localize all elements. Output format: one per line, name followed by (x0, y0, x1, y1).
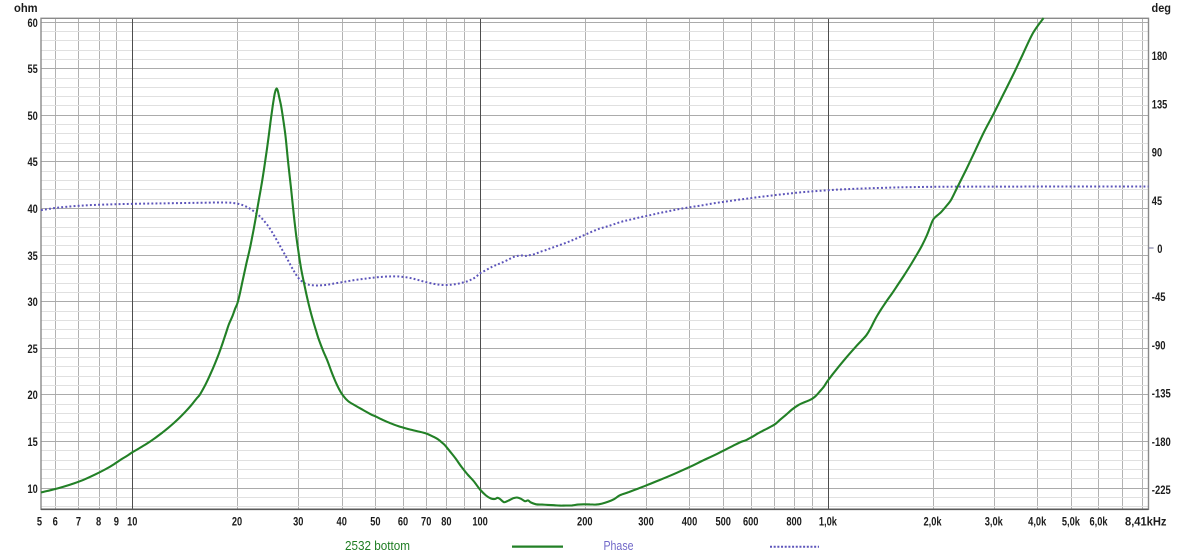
svg-text:deg: deg (1152, 1, 1172, 15)
svg-text:300: 300 (638, 515, 654, 529)
svg-text:-90: -90 (1152, 338, 1166, 352)
svg-text:-135: -135 (1152, 387, 1171, 401)
svg-text:2,0k: 2,0k (923, 515, 941, 529)
svg-text:30: 30 (293, 515, 304, 529)
svg-text:80: 80 (441, 515, 452, 529)
svg-text:70: 70 (421, 515, 432, 529)
svg-text:45: 45 (28, 155, 39, 169)
svg-text:600: 600 (743, 515, 759, 529)
svg-text:10: 10 (127, 515, 138, 529)
svg-text:3,0k: 3,0k (985, 515, 1003, 529)
svg-text:60: 60 (398, 515, 409, 529)
svg-text:Phase: Phase (604, 538, 634, 553)
svg-text:50: 50 (370, 515, 381, 529)
svg-text:40: 40 (28, 202, 39, 216)
svg-text:15: 15 (28, 435, 39, 449)
svg-text:180: 180 (1152, 49, 1168, 63)
svg-text:800: 800 (786, 515, 802, 529)
svg-text:100: 100 (472, 515, 488, 529)
svg-text:30: 30 (28, 295, 39, 309)
svg-text:5: 5 (37, 515, 42, 529)
svg-text:8,41kHz: 8,41kHz (1125, 515, 1167, 529)
svg-text:25: 25 (28, 342, 39, 356)
svg-text:-225: -225 (1152, 483, 1171, 497)
svg-text:5,0k: 5,0k (1062, 515, 1080, 529)
svg-text:45: 45 (1152, 194, 1163, 208)
svg-text:-45: -45 (1152, 290, 1166, 304)
svg-text:40: 40 (337, 515, 348, 529)
svg-text:7: 7 (76, 515, 81, 529)
svg-text:90: 90 (1152, 146, 1163, 160)
svg-text:6,0k: 6,0k (1089, 515, 1107, 529)
svg-text:400: 400 (682, 515, 698, 529)
svg-text:1,0k: 1,0k (819, 515, 837, 529)
svg-text:0: 0 (1157, 242, 1162, 256)
svg-text:20: 20 (28, 388, 39, 402)
svg-text:35: 35 (28, 249, 39, 263)
svg-text:500: 500 (715, 515, 731, 529)
svg-text:55: 55 (28, 62, 39, 76)
svg-text:60: 60 (28, 16, 39, 30)
svg-text:200: 200 (577, 515, 593, 529)
svg-text:20: 20 (232, 515, 243, 529)
svg-text:4,0k: 4,0k (1028, 515, 1046, 529)
svg-text:10: 10 (28, 482, 39, 496)
svg-text:50: 50 (28, 109, 39, 123)
svg-text:135: 135 (1152, 97, 1168, 111)
svg-text:6: 6 (53, 515, 58, 529)
svg-text:ohm: ohm (14, 1, 38, 15)
svg-text:-180: -180 (1152, 435, 1171, 449)
svg-text:8: 8 (96, 515, 101, 529)
svg-text:2532 bottom: 2532 bottom (345, 538, 410, 553)
svg-text:9: 9 (114, 515, 119, 529)
